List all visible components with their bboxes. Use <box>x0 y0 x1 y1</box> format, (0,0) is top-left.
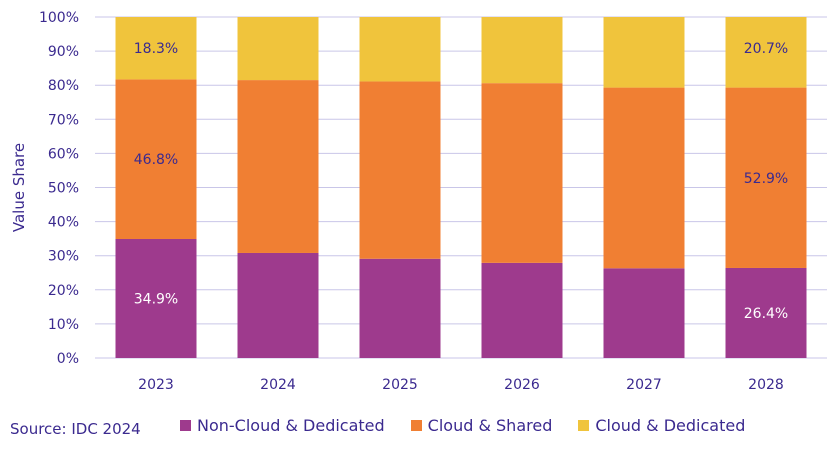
x-tick-label: 2026 <box>504 377 540 393</box>
bar-segment <box>603 268 685 358</box>
bar-segment <box>115 17 197 80</box>
y-tick-label: 30% <box>48 249 79 265</box>
data-label: 26.4% <box>744 306 788 322</box>
x-tick-label: 2027 <box>626 377 662 393</box>
x-tick-label: 2023 <box>138 377 174 393</box>
legend-item-cloud-dedicated: Cloud & Dedicated <box>578 416 745 435</box>
data-label: 34.9% <box>134 291 178 307</box>
y-tick-label: 60% <box>48 146 79 162</box>
bar-segment <box>481 83 563 263</box>
x-tick-label: 2028 <box>748 377 784 393</box>
bar-segment <box>603 17 685 88</box>
bar-segment <box>725 87 807 268</box>
bar-segment <box>481 262 563 358</box>
legend-item-non-cloud-dedicated: Non-Cloud & Dedicated <box>180 416 385 435</box>
bar-segment <box>725 267 807 358</box>
bar-segment <box>359 81 441 259</box>
data-label: 46.8% <box>134 152 178 168</box>
bar-segment <box>725 17 807 88</box>
data-label: 52.9% <box>744 171 788 187</box>
legend-label: Cloud & Shared <box>427 416 553 435</box>
legend-label: Non-Cloud & Dedicated <box>197 416 385 435</box>
legend: Non-Cloud & Dedicated Cloud & Shared Clo… <box>180 416 745 435</box>
y-axis-label: Value Share <box>10 143 28 232</box>
legend-swatch-cloud-shared <box>410 420 422 431</box>
legend-item-cloud-shared: Cloud & Shared <box>410 416 553 435</box>
y-tick-label: 10% <box>48 317 79 333</box>
y-tick-label: 0% <box>57 351 79 367</box>
data-label: 18.3% <box>134 41 178 57</box>
legend-swatch-non-cloud-dedicated <box>180 420 191 431</box>
x-tick-label: 2025 <box>382 377 418 393</box>
bar-segment <box>481 17 563 84</box>
bar-segment <box>237 252 319 358</box>
y-tick-label: 40% <box>48 215 79 231</box>
y-tick-label: 100% <box>39 10 79 26</box>
y-tick-label: 70% <box>48 112 79 128</box>
legend-swatch-cloud-dedicated <box>578 420 590 431</box>
bar-segment <box>359 258 441 358</box>
y-tick-label: 80% <box>48 78 79 94</box>
bar-segment <box>603 87 685 269</box>
bar-segment <box>115 238 197 358</box>
bar-segment <box>115 79 197 239</box>
source-note: Source: IDC 2024 <box>10 420 141 438</box>
bar-segment <box>237 17 319 81</box>
stacked-bar-chart: 0% 10% 20% 30% 40% 50% 60% 70% 80% 90% 100% Value S… <box>10 10 827 393</box>
y-tick-label: 50% <box>48 181 79 197</box>
data-label: 20.7% <box>744 41 788 57</box>
bar-segment <box>237 80 319 253</box>
x-tick-label: 2024 <box>260 377 296 393</box>
legend-label: Cloud & Dedicated <box>595 416 746 435</box>
y-tick-label: 20% <box>48 283 79 299</box>
bar-segment <box>359 17 441 82</box>
y-tick-label: 90% <box>48 44 79 60</box>
